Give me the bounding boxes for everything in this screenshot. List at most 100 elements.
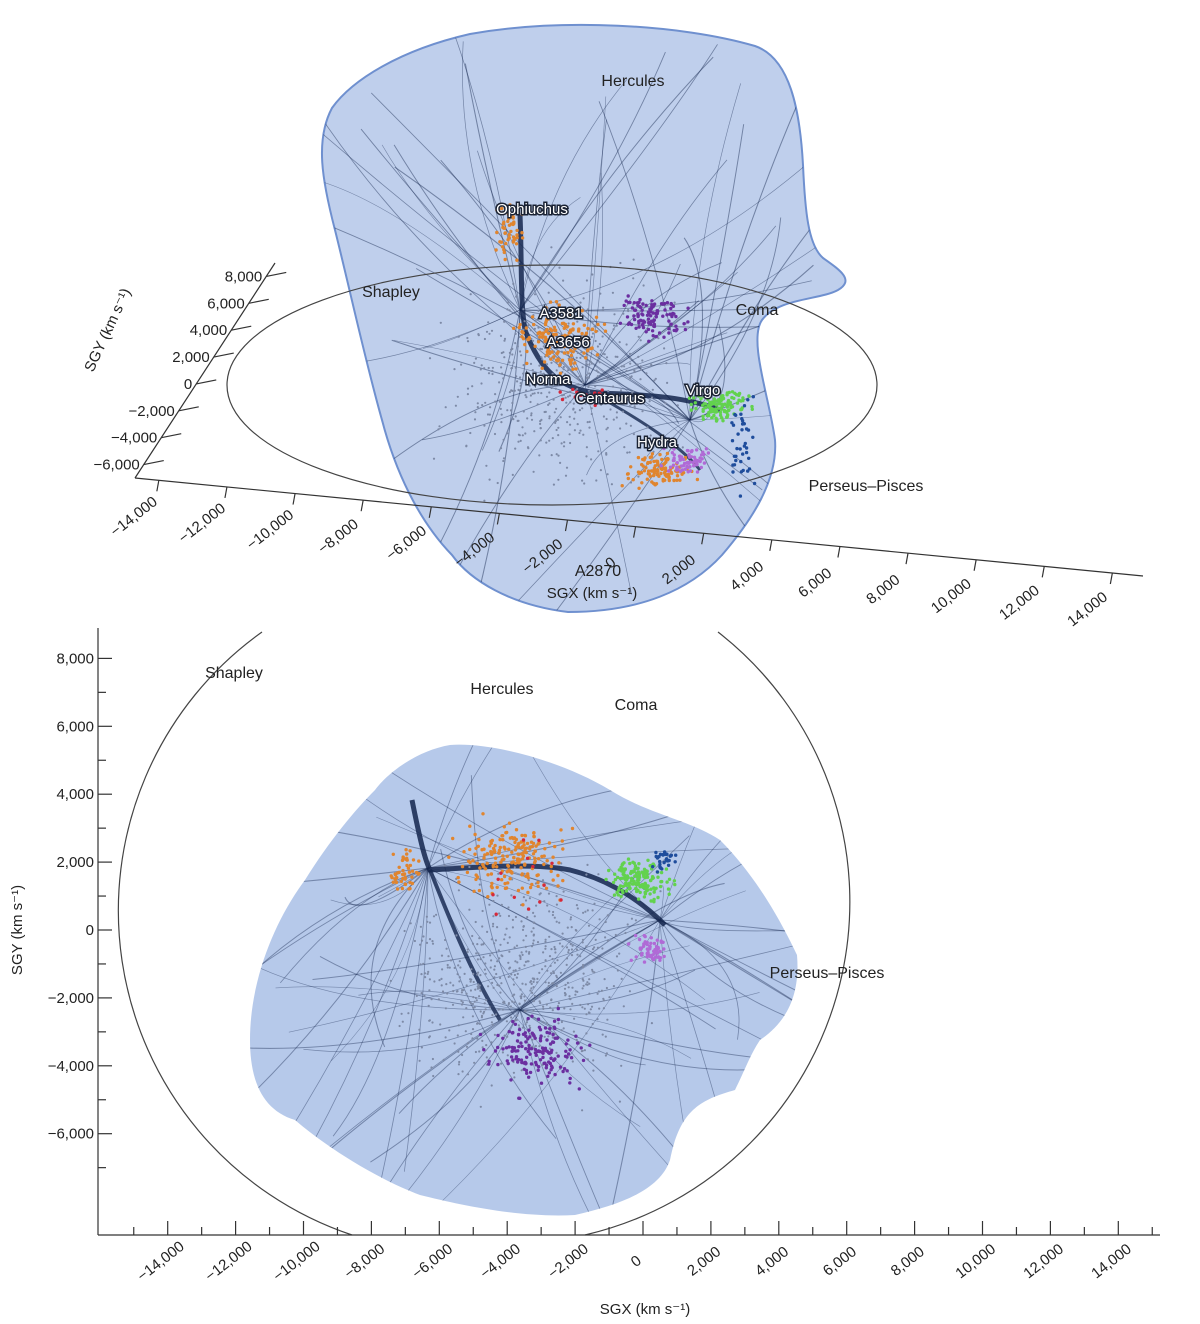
top-galaxy-point: [734, 413, 738, 417]
bottom-streamline: [250, 867, 429, 1044]
bottom-galaxy-point: [465, 1045, 469, 1048]
top-galaxy-point: [694, 448, 699, 452]
bottom-streamline: [332, 867, 429, 1137]
top-galaxy-point: [557, 426, 560, 429]
top-galaxy-point: [550, 383, 553, 386]
bottom-galaxy-point: [499, 914, 502, 918]
bottom-galaxy-point: [517, 1027, 522, 1032]
bottom-x-tick-label: −10,000: [270, 1238, 324, 1285]
top-galaxy-point: [596, 379, 599, 382]
bottom-galaxy-point: [658, 949, 662, 954]
bottom-galaxy-point: [523, 833, 527, 838]
top-galaxy-point: [654, 377, 657, 380]
bottom-galaxy-point: [660, 879, 664, 884]
bottom-galaxy-point: [533, 849, 537, 853]
bottom-galaxy-point: [530, 844, 535, 849]
top-galaxy-point: [552, 325, 557, 329]
top-galaxy-point: [511, 401, 514, 405]
top-galaxy-point: [507, 223, 512, 227]
top-galaxy-point: [503, 356, 506, 359]
bottom-galaxy-point: [490, 1021, 493, 1024]
bottom-galaxy-point: [535, 873, 539, 878]
bottom-galaxy-point: [495, 865, 499, 869]
top-streamline: [422, 309, 521, 349]
bottom-galaxy-point: [440, 954, 444, 957]
top-galaxy-point: [626, 294, 630, 298]
bottom-galaxy-point: [634, 919, 638, 922]
top-galaxy-point: [538, 454, 541, 457]
bottom-galaxy-point: [500, 982, 503, 985]
top-x-axis-title: SGX (km s⁻¹): [547, 585, 637, 602]
top-y-tick: [266, 271, 287, 278]
top-galaxy-point: [595, 369, 598, 372]
bottom-galaxy-point: [519, 1041, 523, 1045]
bottom-galaxy-point: [540, 1046, 545, 1050]
bottom-galaxy-point: [551, 855, 555, 859]
bottom-galaxy-point: [666, 887, 671, 891]
top-galaxy-point: [646, 426, 649, 429]
bottom-galaxy-point: [553, 916, 556, 919]
bottom-galaxy-point: [624, 889, 629, 893]
bottom-galaxy-point: [637, 874, 641, 878]
top-galaxy-point: [522, 364, 525, 367]
bottom-galaxy-point: [643, 940, 647, 944]
top-galaxy-point: [499, 240, 504, 244]
bottom-galaxy-point: [437, 998, 440, 1001]
top-galaxy-point: [665, 313, 669, 317]
top-galaxy-point: [629, 424, 633, 427]
bottom-galaxy-point: [552, 1025, 556, 1029]
bottom-galaxy-point: [586, 981, 589, 984]
top-galaxy-point: [637, 486, 641, 490]
top-galaxy-point: [547, 307, 550, 310]
top-galaxy-point: [622, 303, 626, 308]
bottom-galaxy-point: [389, 874, 393, 878]
top-galaxy-point: [568, 307, 571, 310]
bottom-galaxy-point: [474, 873, 478, 877]
bottom-galaxy-point: [571, 944, 574, 947]
bottom-galaxy-point: [485, 852, 490, 856]
bottom-galaxy-point: [534, 1053, 538, 1058]
bottom-galaxy-point: [471, 1002, 474, 1006]
bottom-galaxy-point: [491, 925, 495, 928]
bottom-galaxy-point: [619, 894, 623, 899]
top-galaxy-point: [701, 388, 706, 392]
bottom-galaxy-point: [501, 854, 505, 858]
top-streamline: [689, 86, 806, 421]
bottom-galaxy-point: [568, 1076, 572, 1081]
top-galaxy-point: [577, 383, 580, 386]
bottom-galaxy-point: [538, 1028, 543, 1032]
top-x-tick-label: 8,000: [863, 571, 903, 608]
bottom-galaxy-point: [642, 871, 646, 875]
bottom-galaxy-point: [555, 985, 558, 988]
bottom-galaxy-point: [495, 885, 499, 889]
bottom-galaxy-point: [529, 1062, 534, 1066]
top-galaxy-point: [473, 361, 476, 364]
bottom-galaxy-point: [633, 874, 637, 878]
bottom-galaxy-point: [505, 927, 508, 930]
top-galaxy-point: [593, 391, 597, 395]
bottom-streamline: [275, 986, 521, 1011]
top-galaxy-points: [428, 202, 757, 502]
bottom-galaxy-point: [520, 920, 523, 923]
bottom-galaxy-point: [526, 1016, 530, 1021]
top-galaxy-point: [667, 331, 671, 335]
bottom-galaxy-point: [531, 991, 534, 995]
bottom-galaxy-point: [477, 971, 480, 974]
top-galaxy-point: [639, 470, 644, 475]
top-galaxy-point: [645, 372, 648, 375]
bottom-galaxy-point: [628, 861, 632, 866]
top-galaxy-point: [496, 481, 499, 485]
bottom-galaxy-point: [433, 980, 436, 983]
bottom-galaxy-point: [444, 938, 447, 942]
bottom-galaxy-point: [642, 867, 647, 871]
bottom-galaxy-point: [480, 943, 483, 946]
top-galaxy-point: [612, 324, 616, 327]
top-galaxy-point: [559, 416, 562, 419]
top-galaxy-point: [613, 313, 616, 316]
top-galaxy-point: [683, 327, 688, 332]
top-galaxy-point: [509, 409, 513, 412]
top-galaxy-point: [576, 320, 579, 323]
bottom-galaxy-point: [482, 1048, 486, 1052]
top-galaxy-point: [506, 301, 509, 304]
bottom-galaxy-point: [548, 1047, 552, 1050]
